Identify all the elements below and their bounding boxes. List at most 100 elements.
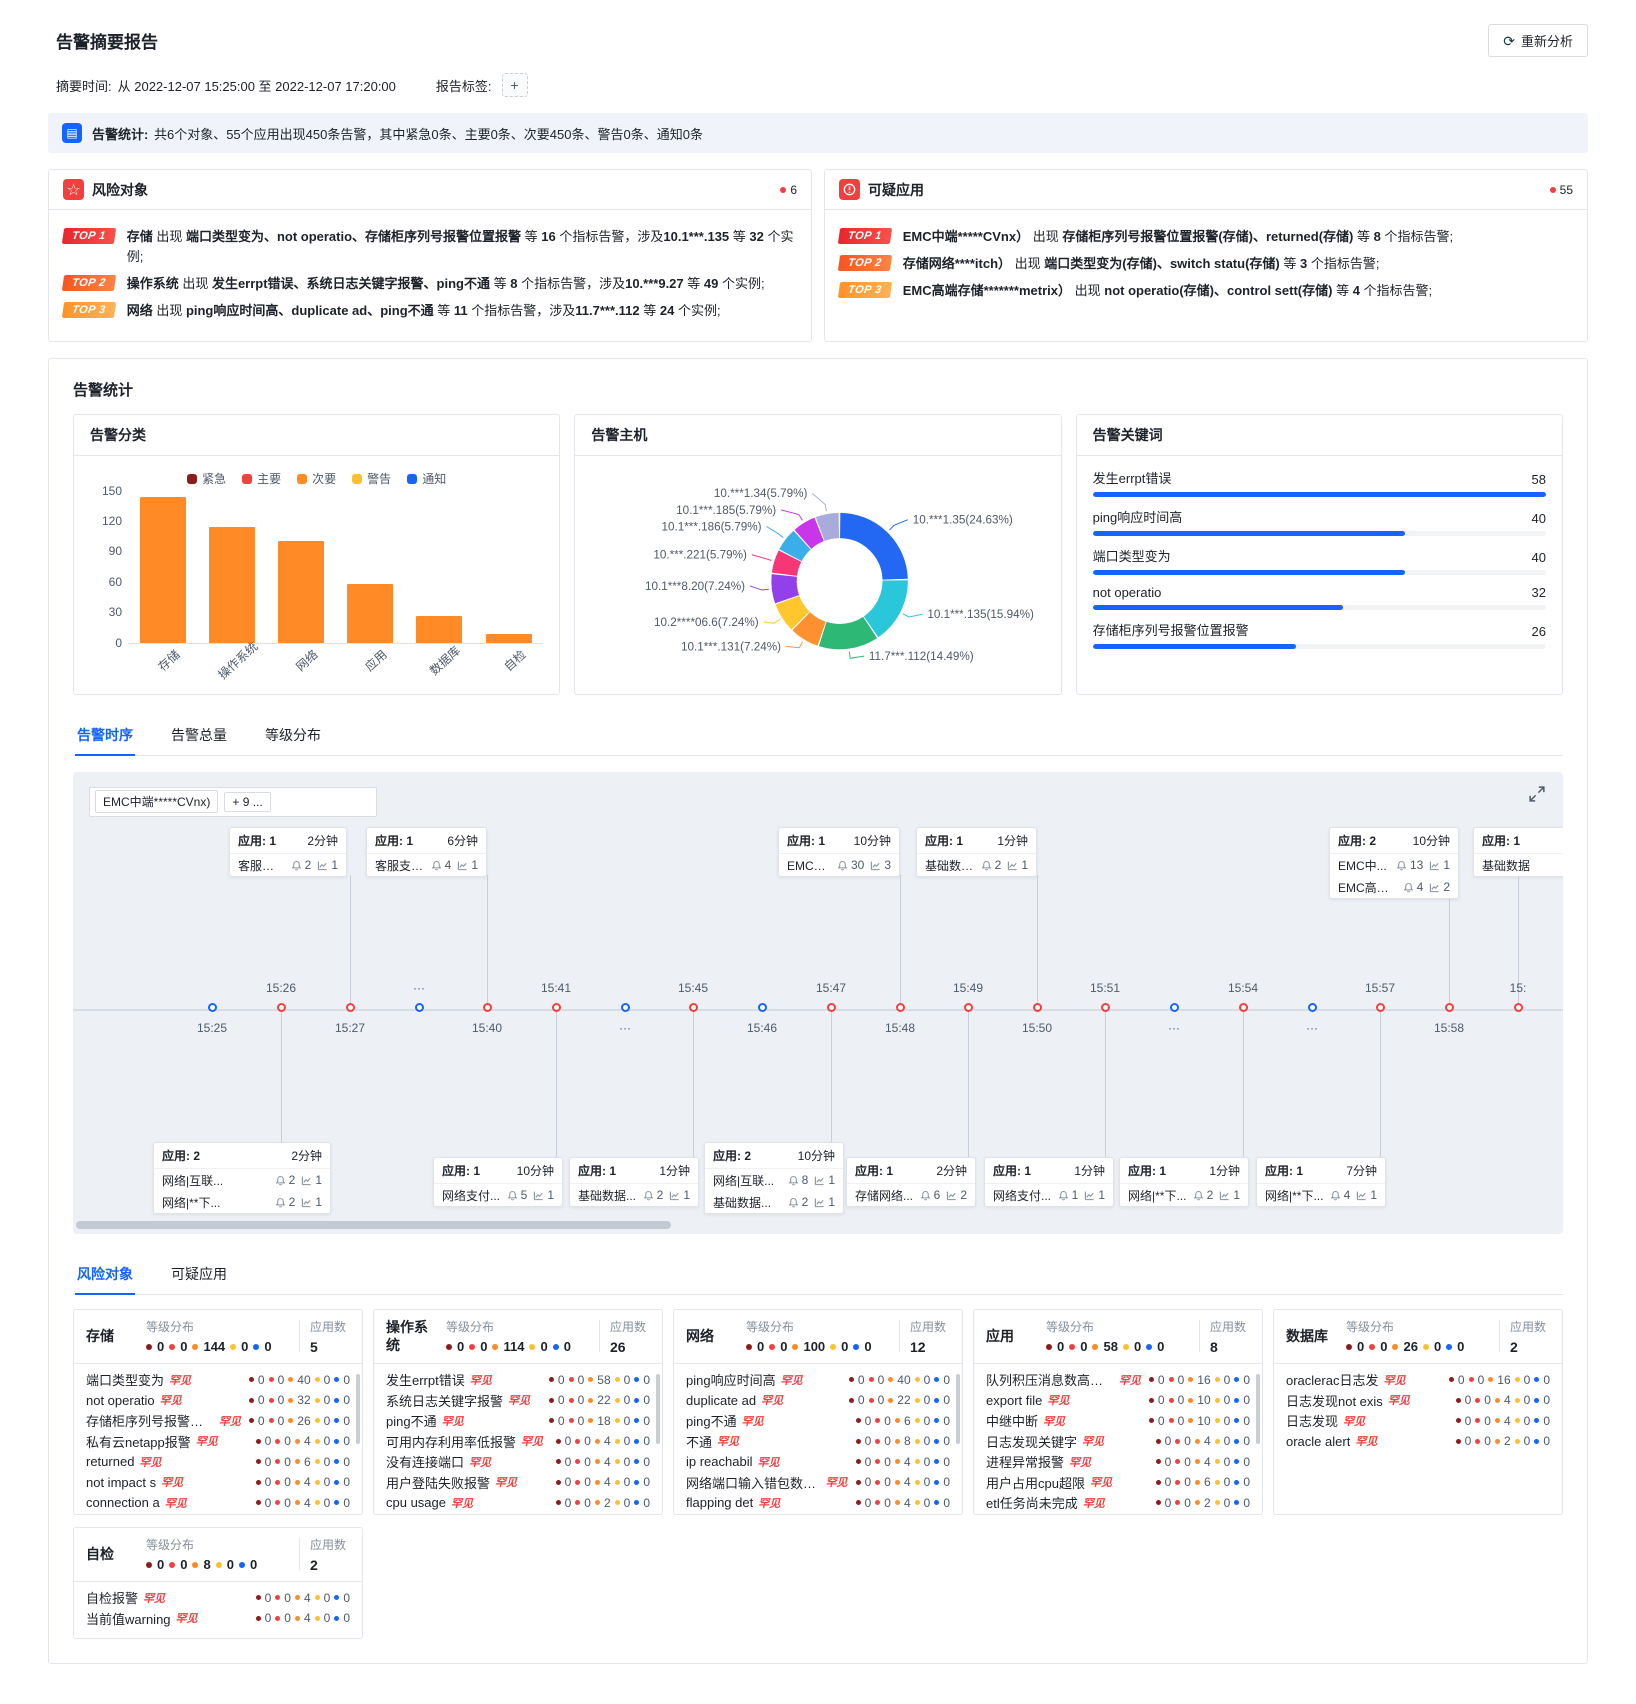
card-row: 网络支付... 5 1 bbox=[434, 1184, 562, 1206]
timeline-event-dot[interactable] bbox=[1238, 1003, 1248, 1013]
donut-slice[interactable] bbox=[819, 616, 878, 649]
trend-count-icon bbox=[1219, 1190, 1230, 1201]
timeline-event-dot[interactable] bbox=[1444, 1003, 1454, 1013]
timeline-event-card[interactable]: 应用: 1 1分钟 网络支付... 1 1 bbox=[984, 1156, 1114, 1207]
card-app-name: 客服支持... bbox=[375, 858, 425, 873]
timeline-event-card[interactable]: 应用: 1 2分钟 存储网络... 6 2 bbox=[846, 1156, 976, 1207]
timeline-event-dot[interactable] bbox=[757, 1003, 767, 1013]
level-dot-icon bbox=[568, 1377, 574, 1383]
timeline-event-card[interactable]: 应用: 1 10分钟 网络支付... 5 1 bbox=[433, 1156, 563, 1207]
level-count: 4 bbox=[303, 1590, 311, 1605]
legend-item[interactable]: 次要 bbox=[297, 470, 336, 487]
timeline-event-dot[interactable] bbox=[276, 1003, 286, 1013]
card-vertical-scrollbar[interactable] bbox=[1256, 1373, 1260, 1444]
metric-level-counts: 0 0 18 0 0 bbox=[548, 1414, 650, 1428]
level-dot-icon bbox=[575, 1500, 581, 1506]
bar[interactable] bbox=[139, 496, 186, 643]
legend-item[interactable]: 警告 bbox=[352, 470, 391, 487]
level-dot-icon bbox=[614, 1479, 620, 1485]
level-count: 0 bbox=[1223, 1372, 1231, 1387]
donut-slice[interactable] bbox=[771, 573, 800, 603]
donut-slice[interactable] bbox=[779, 530, 812, 562]
level-count: 10 bbox=[1197, 1393, 1211, 1408]
level-count: 4 bbox=[603, 1475, 611, 1490]
level-dot-icon bbox=[288, 1418, 294, 1424]
level-count: 0 bbox=[323, 1393, 331, 1408]
timeline-event-dot[interactable] bbox=[895, 1003, 905, 1013]
timeline-event-card[interactable]: 应用: 2 10分钟 EMC中... 13 1 EMC高端... 4 2 bbox=[1329, 826, 1459, 899]
trend-count-icon bbox=[317, 860, 328, 871]
timeline-event-card[interactable]: 应用: 1 1分钟 网络|**下... 2 1 bbox=[1119, 1156, 1249, 1207]
timeline-horizontal-scrollbar[interactable] bbox=[76, 1220, 671, 1229]
alarm-count-icon bbox=[837, 860, 848, 871]
tab-timeline-1[interactable]: 告警总量 bbox=[171, 726, 227, 743]
tab-timeline-2[interactable]: 等级分布 bbox=[265, 726, 321, 743]
tab-timeline-0[interactable]: 告警时序 bbox=[75, 719, 135, 756]
level-dot-icon bbox=[769, 1343, 776, 1350]
card-row: 网络|**下... 2 1 bbox=[154, 1191, 330, 1213]
timeline-event-dot[interactable] bbox=[1100, 1003, 1110, 1013]
timeline-event-card[interactable]: 应用: 1 10分钟 EMC高... 30 3 bbox=[778, 826, 900, 877]
timeline-event-dot[interactable] bbox=[1513, 1003, 1523, 1013]
timeline-event-dot[interactable] bbox=[482, 1003, 492, 1013]
alert-stats-banner: ▤ 告警统计: 共6个对象、55个应用出现450条告警，其中紧急0条、主要0条、… bbox=[48, 113, 1588, 153]
donut-slice[interactable] bbox=[772, 549, 802, 576]
bar[interactable] bbox=[208, 527, 255, 643]
timeline-event-dot[interactable] bbox=[207, 1003, 217, 1013]
donut-slice[interactable] bbox=[792, 611, 827, 646]
card-vertical-scrollbar[interactable] bbox=[356, 1373, 360, 1444]
app-count-value: 2 bbox=[1510, 1338, 1518, 1355]
card-row: 网络支付... 1 1 bbox=[985, 1184, 1113, 1206]
donut-slice[interactable] bbox=[839, 512, 909, 580]
level-dot-icon bbox=[914, 1438, 920, 1444]
tab-category-0[interactable]: 风险对象 bbox=[75, 1258, 135, 1295]
card-vertical-scrollbar[interactable] bbox=[956, 1373, 960, 1444]
add-report-tag-button[interactable]: + bbox=[501, 73, 528, 97]
card-vertical-scrollbar[interactable] bbox=[656, 1373, 660, 1444]
bar[interactable] bbox=[416, 616, 463, 643]
timeline-event-card[interactable]: 应用: 2 10分钟 网络|互联... 8 1 基础数据... 2 1 bbox=[704, 1141, 844, 1214]
tab-category-1[interactable]: 可疑应用 bbox=[171, 1265, 227, 1282]
timeline-event-card[interactable]: 应用: 1 7分钟 网络|**下... 4 1 bbox=[1256, 1156, 1386, 1207]
timeline-event-dot[interactable] bbox=[551, 1003, 561, 1013]
timeline-event-dot[interactable] bbox=[826, 1003, 836, 1013]
timeline-event-dot[interactable] bbox=[1032, 1003, 1042, 1013]
timeline-event-dot[interactable] bbox=[1375, 1003, 1385, 1013]
filter-chip[interactable]: + 9 ... bbox=[224, 791, 271, 812]
donut-slice[interactable] bbox=[863, 579, 909, 637]
expand-icon[interactable] bbox=[1529, 785, 1545, 802]
bar[interactable] bbox=[278, 541, 325, 643]
level-dot-icon bbox=[334, 1500, 340, 1506]
timeline-event-card[interactable]: 应用: 12分钟客服支持...21 bbox=[229, 826, 347, 877]
legend-item[interactable]: 通知 bbox=[407, 470, 446, 487]
timeline-event-dot[interactable] bbox=[963, 1003, 973, 1013]
timeline-event-card[interactable]: 应用: 2 2分钟 网络|互联... 2 1 网络|**下... 2 1 bbox=[153, 1141, 331, 1214]
bar[interactable] bbox=[485, 634, 532, 643]
timeline-event-dot[interactable] bbox=[620, 1003, 630, 1013]
timeline-event-dot[interactable] bbox=[1169, 1003, 1179, 1013]
donut-slice[interactable] bbox=[816, 512, 840, 541]
legend-item[interactable]: 主要 bbox=[242, 470, 281, 487]
legend-item[interactable]: 紧急 bbox=[187, 470, 226, 487]
timeline-event-dot[interactable] bbox=[1307, 1003, 1317, 1013]
trend-count-icon bbox=[814, 1197, 825, 1208]
donut-slice[interactable] bbox=[794, 517, 825, 549]
card-row: 客服支持...41 bbox=[367, 854, 486, 876]
bar-chart: 紧急 主要 次要 警告 通知 0 30 60 90 120 150 存储 操作系统 网络 应用 数据库 自检 bbox=[74, 456, 559, 694]
level-count: 0 bbox=[1243, 1413, 1250, 1428]
filter-chip[interactable]: EMC中端*****CVnx) bbox=[95, 790, 219, 814]
donut-slice[interactable] bbox=[775, 594, 811, 630]
timeline-event-dot[interactable] bbox=[414, 1003, 424, 1013]
bar[interactable] bbox=[347, 583, 394, 643]
timeline-event-dot[interactable] bbox=[688, 1003, 698, 1013]
reanalyze-button[interactable]: ⟳ 重新分析 bbox=[1488, 24, 1588, 57]
level-dot-icon bbox=[888, 1377, 894, 1383]
level-count: 0 bbox=[323, 1475, 331, 1490]
timeline-event-card[interactable]: 应用: 1 基础数据 bbox=[1473, 826, 1563, 877]
timeline-event-dot[interactable] bbox=[345, 1003, 355, 1013]
timeline-filter-box[interactable]: EMC中端*****CVnx) + 9 ... bbox=[89, 786, 377, 817]
